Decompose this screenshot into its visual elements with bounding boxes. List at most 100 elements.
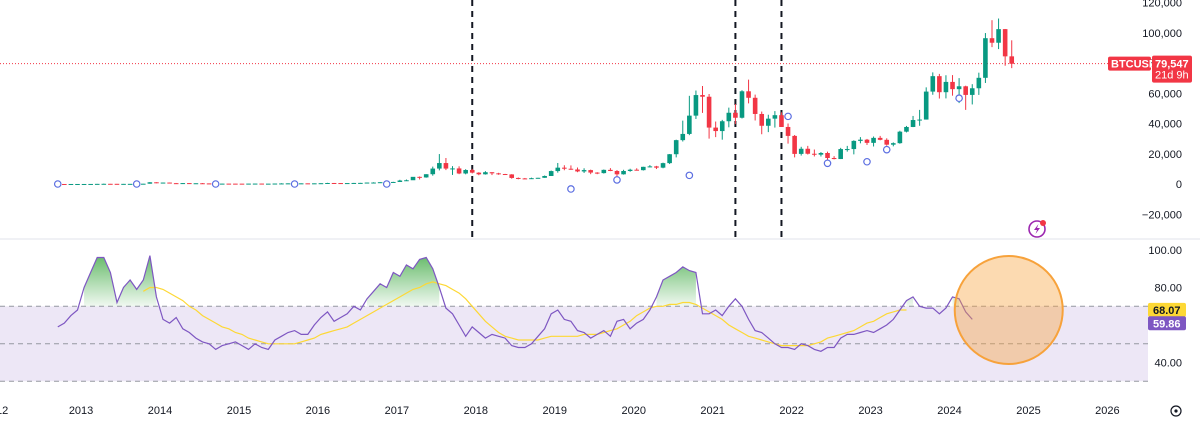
candle (377, 182, 383, 184)
time-axis-tick: 2026 (1095, 405, 1119, 417)
candle (535, 177, 541, 179)
event-marker[interactable] (382, 180, 391, 188)
candle (627, 168, 633, 172)
candle (719, 119, 725, 140)
candle (785, 123, 791, 144)
candle (798, 146, 804, 156)
candle (647, 165, 653, 168)
candle (75, 183, 80, 185)
lightning-icon[interactable] (1028, 220, 1046, 238)
time-axis-tick: 2018 (464, 405, 488, 417)
rsi-badges: 68.07 59.86 (1148, 302, 1186, 331)
candle (114, 183, 120, 185)
time-axis-tick: 2022 (779, 405, 803, 417)
candle (548, 170, 554, 176)
candle (200, 183, 205, 185)
event-markers[interactable] (53, 94, 963, 193)
event-marker[interactable] (882, 145, 891, 154)
event-marker[interactable] (784, 112, 792, 121)
candle (358, 182, 363, 184)
settings-icon[interactable] (1170, 405, 1182, 417)
candle (667, 154, 672, 165)
candle (515, 177, 521, 180)
candle (752, 94, 758, 121)
candle (187, 183, 192, 185)
event-marker[interactable] (863, 157, 871, 166)
candle (542, 175, 547, 178)
rsi-pane[interactable]: 100.00 80.00 40.00 (0, 245, 1182, 382)
time-axis-tick: 2016 (306, 405, 330, 417)
event-marker[interactable] (823, 159, 832, 168)
candle (305, 183, 311, 185)
candle (121, 183, 126, 185)
candle (687, 95, 692, 136)
event-marker[interactable] (211, 180, 220, 188)
rsi-value-badge (1148, 316, 1186, 331)
candle (963, 85, 968, 110)
candle (331, 182, 337, 184)
candle (621, 169, 626, 175)
candle (844, 145, 850, 152)
event-marker[interactable] (567, 185, 575, 193)
candle (601, 169, 607, 174)
candle (371, 182, 376, 184)
candle (792, 134, 797, 158)
symbol-badge (1108, 56, 1151, 71)
price-axis-tick: 100,000 (1142, 28, 1182, 40)
time-axis-tick: 12 (0, 405, 8, 417)
rsi-axis[interactable]: 100.00 80.00 40.00 (1148, 245, 1182, 370)
candle (101, 183, 107, 185)
event-marker[interactable] (290, 180, 299, 188)
time-axis[interactable]: 12 2013 2014 2015 2016 2017 2018 2019 2020 2021 20… (0, 405, 1120, 417)
candle (233, 183, 238, 185)
candle (930, 72, 936, 95)
candle (483, 171, 488, 175)
candle (581, 168, 587, 173)
candle (673, 139, 679, 158)
candle (812, 149, 817, 157)
candle (726, 107, 732, 128)
event-marker[interactable] (53, 180, 62, 188)
candle (923, 87, 929, 120)
time-axis-tick: 2014 (148, 405, 172, 417)
candle (805, 145, 811, 155)
candle (759, 111, 765, 135)
time-axis-tick: 2019 (543, 405, 567, 417)
price-badge: BTCUSD 79,547 21d 9h (1108, 55, 1192, 83)
candle (634, 168, 640, 171)
candle (285, 183, 291, 185)
rsi-axis-tick: 40.00 (1154, 358, 1182, 370)
price-axis-tick: 60,000 (1148, 88, 1182, 100)
candle (831, 156, 837, 160)
candle (529, 177, 534, 180)
rsi-ma-badge (1148, 302, 1186, 317)
event-marker[interactable] (955, 94, 963, 103)
event-marker[interactable] (613, 176, 621, 184)
candle (390, 181, 396, 183)
candle (160, 182, 166, 184)
candle (950, 75, 955, 96)
price-axis[interactable]: 120,000100,00080,00060,00040,00020,0000−… (1142, 0, 1182, 221)
candle (1009, 40, 1015, 69)
candle (904, 125, 909, 133)
candle (588, 169, 593, 175)
price-axis-tick: 0 (1176, 179, 1182, 191)
rsi-axis-tick: 80.00 (1154, 283, 1182, 295)
candle (410, 176, 416, 181)
candle (680, 120, 686, 142)
event-marker[interactable] (132, 180, 141, 188)
candle (640, 166, 646, 171)
candle (344, 183, 350, 185)
candle (430, 166, 436, 176)
candle (502, 173, 508, 176)
candle (423, 174, 429, 178)
rsi-value: 59.86 (1153, 318, 1181, 330)
event-marker[interactable] (685, 171, 694, 180)
candle (1002, 28, 1008, 66)
candle (88, 183, 93, 185)
bar-countdown-label: 21d 9h (1155, 70, 1189, 82)
candle (443, 157, 449, 171)
price-pane[interactable]: 120,000100,00080,00060,00040,00020,0000−… (0, 0, 1182, 238)
